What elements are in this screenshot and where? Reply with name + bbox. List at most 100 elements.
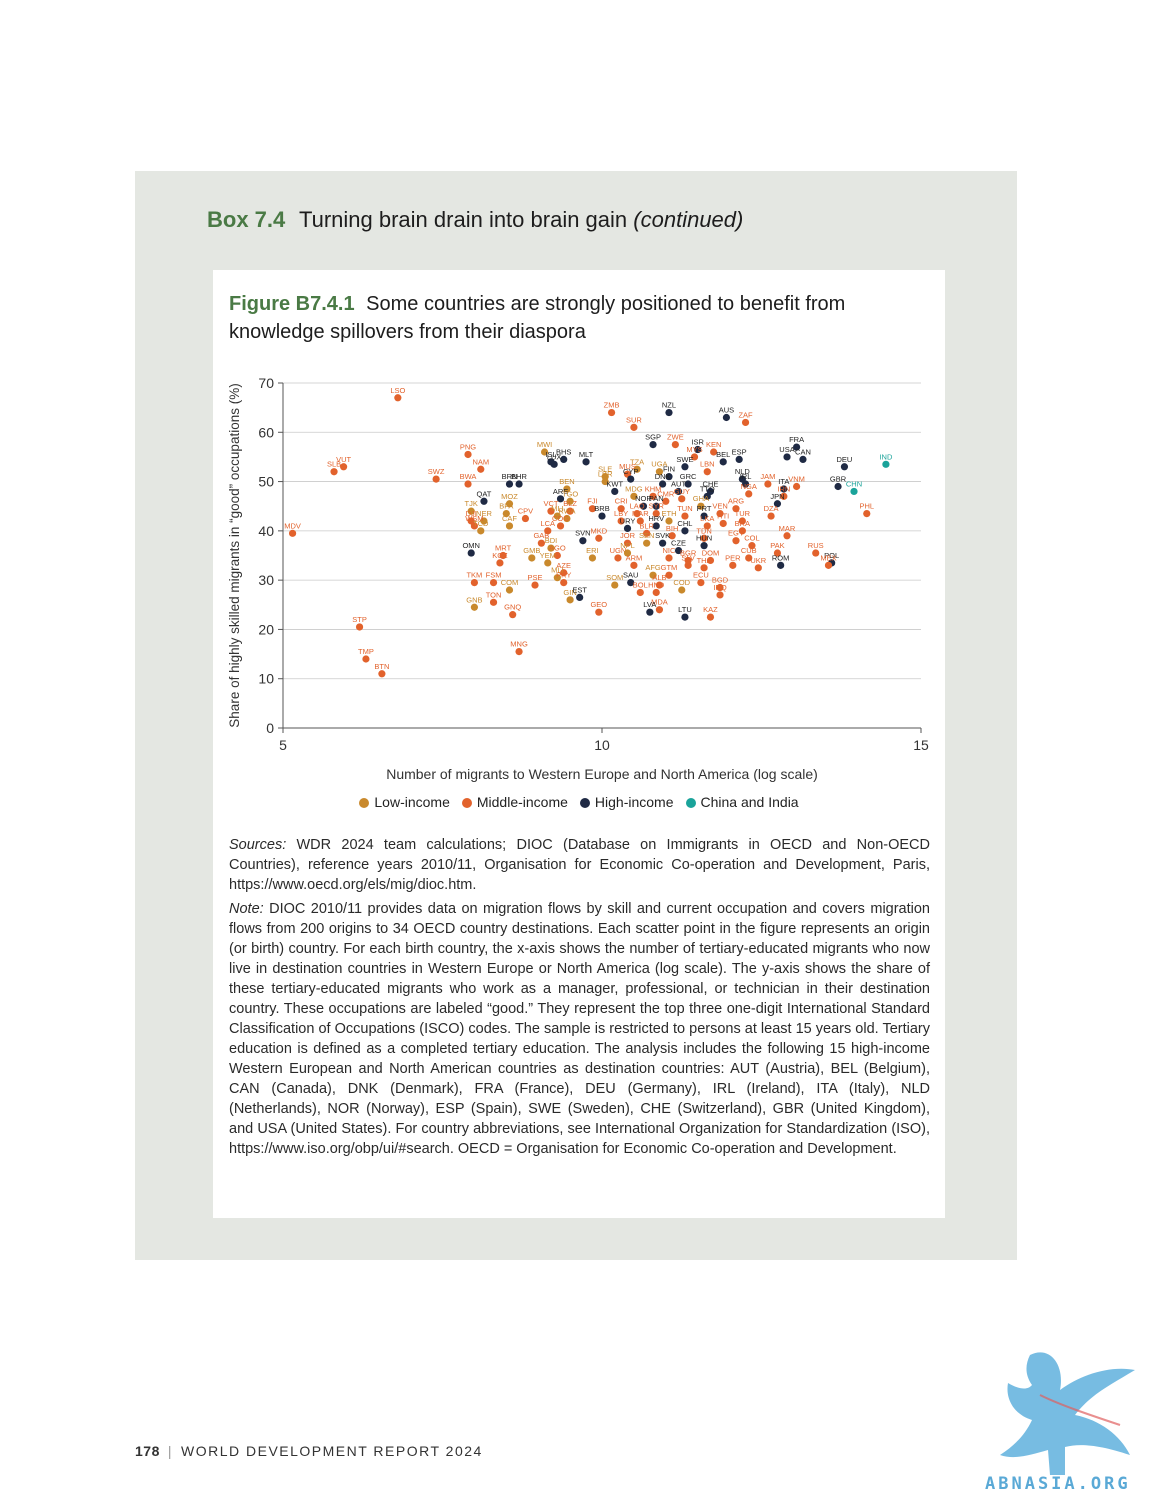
data-point [553, 512, 561, 520]
point-label: THA [697, 556, 712, 565]
data-point [659, 480, 667, 488]
point-label: MEX [820, 553, 836, 562]
box-continued: (continued) [633, 207, 744, 232]
data-point [745, 490, 753, 498]
data-point [588, 554, 597, 562]
point-label: URY [620, 516, 636, 525]
point-label: CAN [795, 447, 811, 456]
point-label: TGO [562, 489, 578, 498]
data-point [665, 517, 673, 525]
point-label: YEM [540, 551, 556, 560]
y-tick-label: 50 [258, 474, 274, 490]
data-point [531, 581, 539, 589]
point-label: GAB [533, 531, 549, 540]
point-label: BGD [712, 576, 729, 585]
data-point [477, 465, 485, 473]
point-label: HUN [696, 534, 712, 543]
data-point [735, 455, 743, 463]
data-point [764, 480, 772, 488]
point-label: FIN [663, 465, 675, 474]
point-label: QAT [477, 489, 492, 498]
note-paragraph: Note: DIOC 2010/11 provides data on migr… [229, 899, 930, 1159]
legend-label: High-income [594, 794, 674, 810]
sources-text: WDR 2024 team calculations; DIOC (Databa… [229, 837, 930, 893]
point-label: ISR [691, 438, 704, 447]
point-label: COL [744, 534, 759, 543]
point-label: COM [501, 578, 519, 587]
data-point [362, 655, 370, 663]
data-point [617, 505, 625, 513]
point-label: GUY [674, 487, 690, 496]
point-label: BTN [374, 662, 389, 671]
point-label: DJI [466, 509, 477, 518]
point-label: MAR [632, 509, 649, 518]
data-point [598, 512, 606, 520]
data-point [556, 522, 565, 530]
data-point [703, 522, 711, 530]
point-label: UKR [750, 556, 766, 565]
data-point [623, 539, 632, 547]
point-label: DEU [837, 455, 853, 464]
data-point [719, 458, 727, 466]
x-tick-label: 10 [594, 737, 610, 753]
point-label: LBR [598, 470, 613, 479]
data-point [643, 529, 651, 537]
data-point [614, 554, 622, 562]
data-point [674, 546, 683, 555]
point-label: BIH [666, 524, 679, 533]
point-label: SUR [626, 415, 642, 424]
data-point [671, 441, 679, 449]
point-label: TKM [466, 571, 482, 580]
data-point [716, 583, 724, 592]
data-point [432, 475, 440, 483]
point-label: CUB [741, 546, 757, 555]
data-point [505, 522, 514, 530]
point-label: NIC [663, 546, 677, 555]
point-label: TDN [696, 526, 711, 535]
data-point [394, 394, 402, 402]
point-label: MRT [495, 544, 512, 553]
sources-label: Sources: [229, 837, 287, 853]
point-label: VUT [336, 455, 351, 464]
data-point [777, 561, 785, 569]
data-point [563, 514, 571, 523]
point-label: HTI [717, 511, 729, 520]
point-label: ROM [772, 553, 790, 562]
data-point [502, 510, 510, 518]
data-point [464, 450, 472, 459]
point-label: BHS [556, 447, 571, 456]
data-point [556, 495, 565, 503]
data-point [783, 532, 791, 540]
page-footer: 178 | WORLD DEVELOPMENT REPORT 2024 [135, 1443, 483, 1459]
data-point [649, 571, 657, 579]
point-label: GEO [590, 600, 607, 609]
data-point [773, 549, 782, 557]
y-tick-label: 60 [258, 424, 274, 440]
point-label: ALB [652, 573, 666, 582]
data-point [799, 455, 807, 463]
data-point [652, 522, 660, 530]
point-label: SGP [645, 433, 661, 442]
point-label: AUS [719, 406, 734, 415]
point-label: LVA [643, 600, 656, 609]
data-point [521, 514, 530, 523]
point-label: KHM [645, 484, 662, 493]
point-label: MKD [590, 526, 607, 535]
data-point [738, 527, 746, 535]
point-label: DNK [655, 472, 671, 481]
data-point [639, 502, 648, 510]
data-point [652, 510, 660, 518]
point-label: RUS [808, 541, 824, 550]
watermark-text: ABNASIA.ORG [985, 1474, 1131, 1494]
point-label: TTO [700, 484, 715, 493]
data-point [601, 473, 609, 481]
data-point [505, 586, 514, 594]
data-point [509, 611, 517, 619]
point-label: GIN [563, 588, 576, 597]
data-point [882, 460, 890, 468]
point-label: SAU [623, 571, 638, 580]
point-label: CPV [518, 507, 533, 516]
point-label: ITA [778, 477, 789, 486]
point-label: LAO [630, 502, 645, 511]
legend-item-middle: Middle-income [461, 794, 568, 810]
